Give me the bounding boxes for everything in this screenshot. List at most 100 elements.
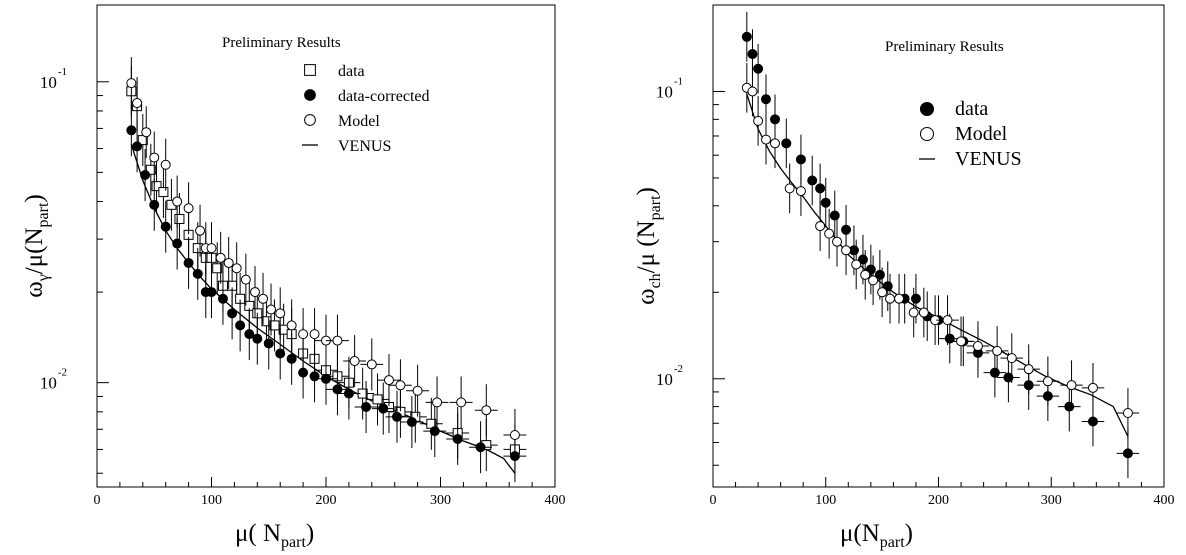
marker xyxy=(332,384,343,395)
legend-entry: data xyxy=(919,98,988,120)
marker xyxy=(832,236,843,247)
data-point xyxy=(126,57,137,110)
legend-marker xyxy=(919,126,935,142)
data-point xyxy=(183,182,194,235)
marker xyxy=(481,405,492,416)
marker xyxy=(456,397,467,408)
data-point xyxy=(918,287,929,338)
series-data xyxy=(126,65,527,476)
data-point xyxy=(841,225,852,276)
marker xyxy=(1066,380,1077,391)
legend-entry: VENUS xyxy=(919,148,1022,170)
data-point xyxy=(183,236,194,289)
legend-entry: data-corrected xyxy=(304,88,429,105)
x-tick-label: 300 xyxy=(1041,493,1062,508)
marker xyxy=(824,228,835,239)
marker xyxy=(918,307,929,318)
y-tick-label: 10-1 xyxy=(40,66,67,92)
data-point xyxy=(807,155,818,206)
data-point xyxy=(894,273,905,324)
marker xyxy=(235,320,246,331)
data-point xyxy=(795,134,806,185)
data-point xyxy=(1116,388,1140,438)
data-point xyxy=(258,272,269,325)
data-point xyxy=(936,295,959,345)
data-point xyxy=(354,381,378,433)
marker xyxy=(509,429,520,440)
data-point xyxy=(149,131,160,184)
data-point xyxy=(212,242,223,295)
data-point xyxy=(449,376,473,429)
data-point xyxy=(172,217,183,270)
data-point xyxy=(309,308,320,361)
data-point xyxy=(231,242,242,295)
marker xyxy=(1064,401,1075,412)
marker xyxy=(212,263,223,274)
marker xyxy=(286,320,297,331)
data-point xyxy=(366,373,389,426)
data-point xyxy=(206,266,217,319)
marker xyxy=(1042,376,1053,387)
marker xyxy=(1122,408,1133,419)
marker xyxy=(217,293,228,304)
data-point xyxy=(760,114,771,165)
series-model xyxy=(126,57,527,461)
data-point xyxy=(1017,344,1040,394)
x-axis-label: μ( Npart) xyxy=(235,520,314,551)
marker xyxy=(252,333,263,344)
data-point xyxy=(747,66,758,117)
marker xyxy=(1003,372,1014,383)
marker xyxy=(395,380,406,391)
marker xyxy=(309,371,320,382)
marker xyxy=(894,293,905,304)
marker xyxy=(349,356,360,367)
data-point xyxy=(326,363,349,416)
y-axis-label: ωγ/μ(Npart) xyxy=(21,194,52,297)
legend-label: VENUS xyxy=(955,148,1022,170)
marker xyxy=(1122,448,1133,459)
y-axis-label: ωch/μ (Npart) xyxy=(633,187,664,305)
data-point xyxy=(263,317,274,370)
data-point xyxy=(781,118,792,169)
marker xyxy=(972,341,983,352)
legend-marker xyxy=(304,114,316,126)
marker xyxy=(361,402,372,413)
data-point xyxy=(741,11,752,62)
x-axis-label: μ(Npart) xyxy=(840,520,913,551)
data-point xyxy=(195,204,206,257)
data-point xyxy=(235,299,246,352)
legend-marker xyxy=(919,101,935,117)
marker xyxy=(141,127,152,138)
marker xyxy=(770,138,781,149)
data-point xyxy=(795,166,806,216)
marker xyxy=(172,238,183,249)
legend-entry: data xyxy=(304,63,365,80)
legend: data Model VENUS xyxy=(919,98,1022,170)
marker xyxy=(391,411,402,422)
marker xyxy=(275,308,286,319)
data-point xyxy=(877,267,888,318)
marker xyxy=(815,183,826,194)
x-tick-label: 400 xyxy=(545,493,566,508)
data-point xyxy=(760,74,771,125)
data-point xyxy=(360,338,384,391)
data-point xyxy=(252,312,263,365)
data-point xyxy=(865,244,876,295)
data-point xyxy=(985,326,1009,376)
marker xyxy=(332,335,343,346)
marker xyxy=(406,417,417,428)
data-point xyxy=(337,367,361,420)
data-point xyxy=(406,364,430,417)
x-tick-label: 100 xyxy=(815,493,836,508)
data-point xyxy=(371,382,395,435)
marker xyxy=(244,329,255,340)
marker xyxy=(910,293,921,304)
left-panel-gamma: 0 100 200 300 400 10-1 10-2 Preliminary Results… xyxy=(21,4,566,551)
data-point xyxy=(860,250,871,300)
data-point xyxy=(132,120,143,173)
marker xyxy=(149,152,160,163)
marker xyxy=(240,274,251,285)
marker xyxy=(263,338,274,349)
data-point xyxy=(223,236,234,289)
marker xyxy=(781,138,792,149)
